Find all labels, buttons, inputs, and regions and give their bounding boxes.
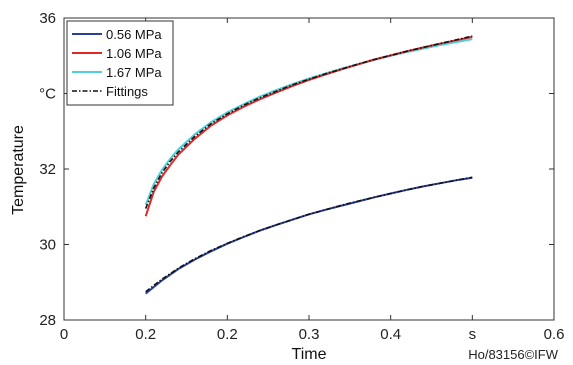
x-tick-labels: 0 0.2 0.2 0.3 0.4 s 0.6 [60, 326, 565, 343]
series-lines [144, 35, 473, 295]
series-line-fitting-2 [145, 176, 473, 293]
y-axis-label: Temperature [10, 125, 27, 215]
legend: 0.56 MPa 1.06 MPa 1.67 MPa Fittings [66, 20, 174, 106]
y-tick-label: 32 [39, 161, 56, 178]
y-tick-label: 36 [39, 10, 56, 27]
y-tick-label: 30 [39, 237, 56, 254]
y-tick-label: °C [39, 86, 56, 103]
x-tick-label: 0.4 [380, 326, 401, 343]
legend-label: 0.56 MPa [106, 27, 162, 42]
x-tick-label: 0.2 [135, 326, 156, 343]
x-tick-label: 0.2 [217, 326, 238, 343]
series-line-0-56-mpa [145, 176, 473, 295]
series-line-1-67-mpa [144, 38, 473, 206]
x-tick-label: 0 [60, 326, 68, 343]
x-tick-label: s [469, 326, 477, 343]
series-line-fittings [144, 35, 473, 209]
y-tick-labels: 28 30 32 °C 36 [39, 10, 56, 329]
watermark: Ho/83156©IFW [468, 347, 559, 362]
x-tick-label: 0.3 [299, 326, 320, 343]
legend-label: Fittings [106, 84, 148, 99]
x-tick-label: 0.6 [544, 326, 565, 343]
y-tick-label: 28 [39, 312, 56, 329]
series-line-1-06-mpa [144, 35, 473, 217]
legend-label: 1.67 MPa [106, 65, 162, 80]
legend-label: 1.06 MPa [106, 46, 162, 61]
x-axis-label: Time [292, 346, 327, 363]
